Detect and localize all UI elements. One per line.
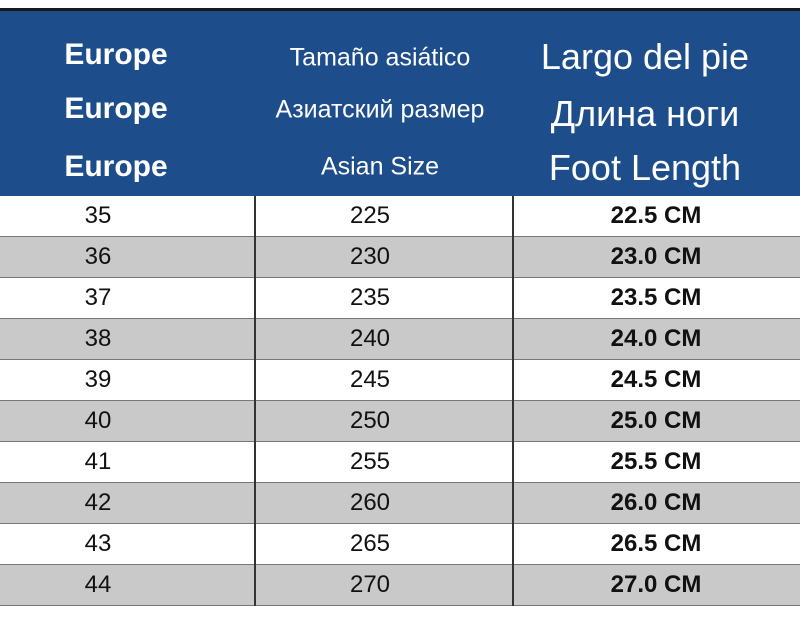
table-cell: 230	[349, 243, 391, 270]
header-label: Длина ноги	[550, 93, 740, 134]
table-row: 43 265 26.5 CM	[0, 524, 800, 565]
table-cell: 26.0 CM	[610, 489, 702, 516]
table-cell: 245	[349, 366, 391, 393]
table-cell: 37	[84, 284, 112, 311]
table-cell: 22.5 CM	[610, 202, 702, 229]
table-cell: 27.0 CM	[610, 571, 702, 598]
table-row: 42 260 26.0 CM	[0, 483, 800, 524]
table-cell: 36	[84, 243, 112, 270]
table-row: 38 240 24.0 CM	[0, 319, 800, 360]
table-cell: 265	[349, 530, 391, 557]
column-divider	[512, 196, 514, 606]
table-cell: 225	[349, 202, 391, 229]
table-row: 40 250 25.0 CM	[0, 401, 800, 442]
header-label: Asian Size	[320, 152, 440, 181]
table-cell: 44	[84, 571, 112, 598]
header-label: Europe	[64, 150, 168, 183]
header-label: Tamaño asiático	[289, 43, 471, 72]
header-label: Largo del pie	[540, 36, 750, 77]
table-cell: 24.5 CM	[610, 366, 702, 393]
table-cell: 255	[349, 448, 391, 475]
table-cell: 42	[84, 489, 112, 516]
table-cell: 35	[84, 202, 112, 229]
header-label: Foot Length	[548, 147, 742, 188]
table-cell: 26.5 CM	[610, 530, 702, 557]
table-cell: 240	[349, 325, 391, 352]
table-row: 44 270 27.0 CM	[0, 565, 800, 606]
table-cell: 40	[84, 407, 112, 434]
table-cell: 23.0 CM	[610, 243, 702, 270]
table-cell: 250	[349, 407, 391, 434]
table-cell: 39	[84, 366, 112, 393]
table-cell: 25.5 CM	[610, 448, 702, 475]
table-row: 41 255 25.5 CM	[0, 442, 800, 483]
table-cell: 270	[349, 571, 391, 598]
table-row: 35 225 22.5 CM	[0, 196, 800, 237]
table-cell: 41	[84, 448, 112, 475]
table-cell: 38	[84, 325, 112, 352]
table-cell: 24.0 CM	[610, 325, 702, 352]
table-cell: 260	[349, 489, 391, 516]
header-label: Азиатский размер	[275, 95, 485, 124]
column-divider	[254, 196, 256, 606]
table-cell: 25.0 CM	[610, 407, 702, 434]
table-header: Europe Europe Europe Tamaño asiático Азиатск…	[0, 8, 800, 196]
header-label: Europe	[64, 92, 168, 125]
table-cell: 235	[349, 284, 391, 311]
table-row: 39 245 24.5 CM	[0, 360, 800, 401]
table-row: 36 230 23.0 CM	[0, 237, 800, 278]
table-cell: 23.5 CM	[610, 284, 702, 311]
table-row: 37 235 23.5 CM	[0, 278, 800, 319]
table-cell: 43	[84, 530, 112, 557]
header-label: Europe	[64, 38, 168, 71]
